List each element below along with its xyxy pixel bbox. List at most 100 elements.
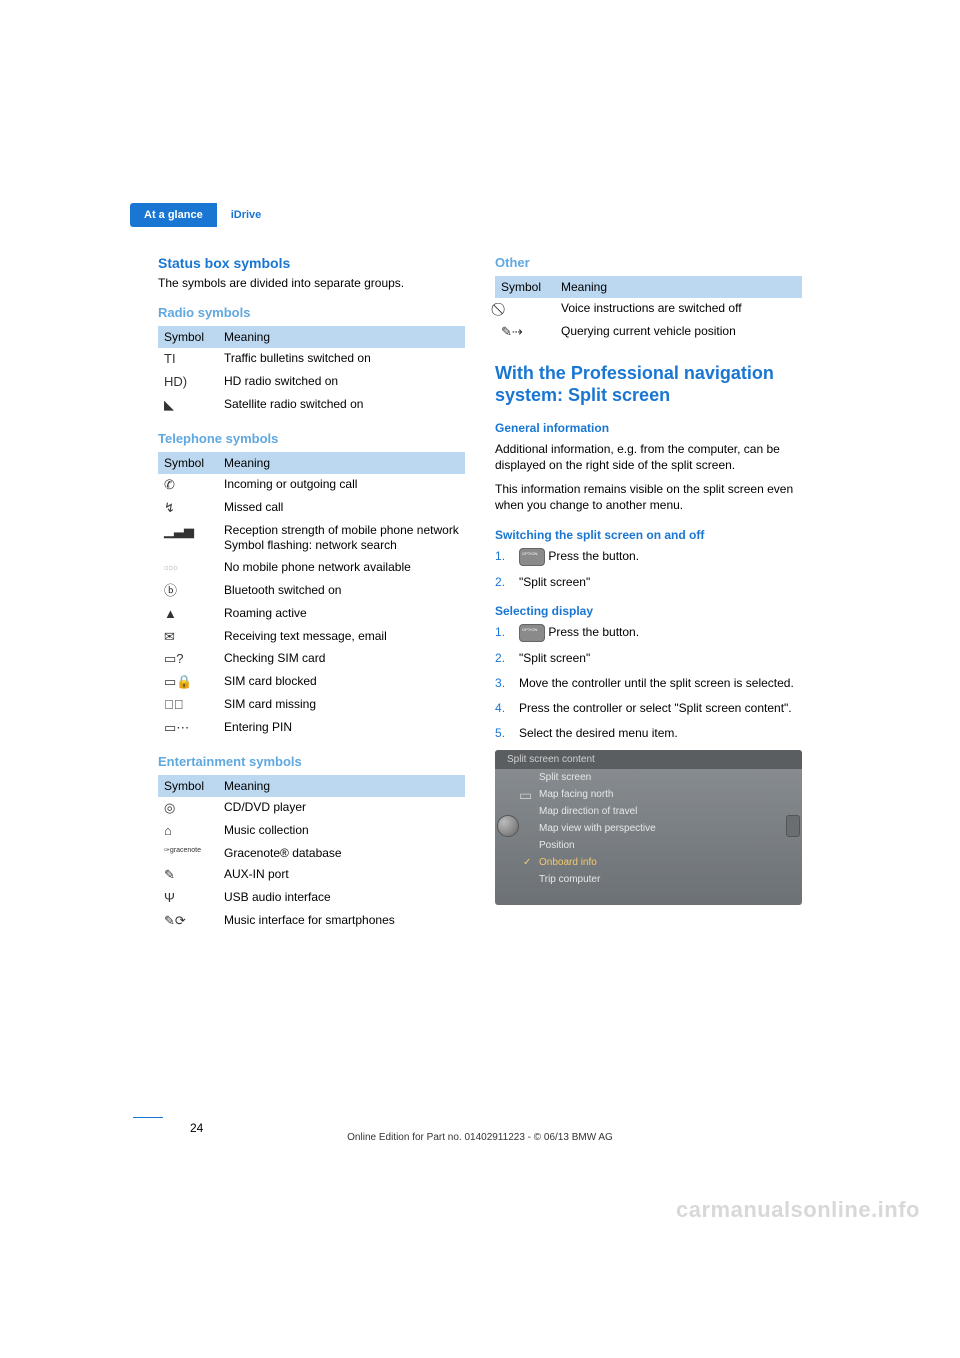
symbol-cell: ◣ [158, 394, 218, 417]
table-row: ✑gracenoteGracenote® database [158, 843, 465, 865]
meaning-cell: Checking SIM card [218, 648, 465, 671]
table-row: TITraffic bulletins switched on [158, 348, 465, 371]
general-info-p2: This information remains visible on the … [495, 481, 802, 513]
meaning-cell: SIM card blocked [218, 671, 465, 694]
screenshot-item: Map view with perspective [495, 820, 802, 837]
entertainment-heading: Entertainment symbols [158, 754, 465, 769]
watermark: carmanualsonline.info [676, 1197, 920, 1223]
selecting-steps: Press the button. "Split screen" Move th… [495, 624, 802, 741]
split-screen-title: With the Professional navigation system:… [495, 362, 802, 407]
table-row: ▁▃▅Reception strength of mobile phone ne… [158, 520, 465, 557]
general-info-p1: Additional information, e.g. from the co… [495, 441, 802, 473]
content: Status box symbols The symbols are divid… [158, 255, 802, 933]
option-button-icon [519, 548, 545, 566]
th-symbol: Symbol [495, 276, 555, 298]
table-row: HD)HD radio switched on [158, 371, 465, 394]
step-text: Press the controller or select "Split sc… [519, 701, 792, 715]
th-meaning: Meaning [218, 775, 465, 797]
meaning-cell: No mobile phone network available [218, 557, 465, 580]
step-item: "Split screen" [495, 574, 802, 591]
th-symbol: Symbol [158, 452, 218, 474]
table-row: ◎CD/DVD player [158, 797, 465, 820]
step-text: Press the button. [548, 626, 639, 640]
meaning-cell: Receiving text message, email [218, 626, 465, 649]
symbol-cell: HD) [158, 371, 218, 394]
th-meaning: Meaning [218, 326, 465, 348]
step-text: Move the controller until the split scre… [519, 676, 794, 690]
table-row: ▭🔒SIM card blocked [158, 671, 465, 694]
page-rule [133, 1117, 163, 1118]
symbol-cell: ✉ [158, 626, 218, 649]
split-screen-screenshot: Split screen content ▭Split screen Map f… [495, 750, 802, 905]
screenshot-item: Map direction of travel [495, 803, 802, 820]
symbol-cell: ▭⋯ [158, 717, 218, 740]
step-text: "Split screen" [519, 651, 590, 665]
meaning-cell: Roaming active [218, 603, 465, 626]
meaning-cell: AUX-IN port [218, 864, 465, 887]
table-row: ▭?Checking SIM card [158, 648, 465, 671]
step-item: Move the controller until the split scre… [495, 675, 802, 692]
check-icon: ✓ [523, 857, 531, 868]
symbol-cell: ▁▃▅ [158, 520, 218, 557]
symbol-cell: ▲ [158, 603, 218, 626]
table-row: ↯Missed call [158, 497, 465, 520]
step-item: Select the desired menu item. [495, 725, 802, 742]
screenshot-item: Map facing north [495, 786, 802, 803]
th-meaning: Meaning [218, 452, 465, 474]
screenshot-title: Split screen content [495, 750, 802, 769]
th-symbol: Symbol [158, 775, 218, 797]
table-row: ✆Incoming or outgoing call [158, 474, 465, 497]
meaning-cell: Querying current vehicle position [555, 321, 802, 344]
symbol-cell: ⌂ [158, 820, 218, 843]
table-row: ⌂Music collection [158, 820, 465, 843]
table-row: ◣Satellite radio switched on [158, 394, 465, 417]
left-column: Status box symbols The symbols are divid… [158, 255, 465, 933]
meaning-cell: HD radio switched on [218, 371, 465, 394]
step-item: "Split screen" [495, 650, 802, 667]
table-row: ▭⃠SIM card missing [158, 694, 465, 717]
table-row: ✉Receiving text message, email [158, 626, 465, 649]
symbol-cell: ▭🔒 [158, 671, 218, 694]
step-item: Press the button. [495, 548, 802, 566]
radio-heading: Radio symbols [158, 305, 465, 320]
screenshot-item: ▭Split screen [495, 769, 802, 786]
table-row: ✎AUX-IN port [158, 864, 465, 887]
telephone-heading: Telephone symbols [158, 431, 465, 446]
switching-steps: Press the button. "Split screen" [495, 548, 802, 591]
meaning-cell: Music collection [218, 820, 465, 843]
other-heading: Other [495, 255, 802, 270]
radio-table: SymbolMeaning TITraffic bulletins switch… [158, 326, 465, 417]
entertainment-table: SymbolMeaning ◎CD/DVD player ⌂Music coll… [158, 775, 465, 933]
meaning-cell: Gracenote® database [218, 843, 465, 865]
table-row: ΨUSB audio interface [158, 887, 465, 910]
option-button-icon [519, 624, 545, 642]
selecting-heading: Selecting display [495, 604, 802, 618]
meaning-cell: CD/DVD player [218, 797, 465, 820]
screenshot-item: Trip computer [495, 871, 802, 888]
symbol-cell: ▭⃠ [158, 694, 218, 717]
symbol-cell: TI [158, 348, 218, 371]
symbol-cell: ✎⟳ [158, 910, 218, 933]
tab-idrive: iDrive [217, 203, 276, 227]
table-row: ▲Roaming active [158, 603, 465, 626]
meaning-cell: Traffic bulletins switched on [218, 348, 465, 371]
step-item: Press the controller or select "Split sc… [495, 700, 802, 717]
status-box-heading: Status box symbols [158, 255, 465, 271]
meaning-cell: Incoming or outgoing call [218, 474, 465, 497]
footer-text: Online Edition for Part no. 01402911223 … [0, 1132, 960, 1143]
table-row: ⓑBluetooth switched on [158, 580, 465, 603]
symbol-cell: ⃠ [495, 298, 555, 321]
breadcrumb-tabs: At a glance iDrive [130, 203, 275, 227]
symbol-cell: ↯ [158, 497, 218, 520]
th-symbol: Symbol [158, 326, 218, 348]
meaning-cell: Reception strength of mobile phone netwo… [218, 520, 465, 557]
meaning-cell: Missed call [218, 497, 465, 520]
telephone-table: SymbolMeaning ✆Incoming or outgoing call… [158, 452, 465, 740]
page: At a glance iDrive Status box symbols Th… [0, 0, 960, 1358]
meaning-cell: USB audio interface [218, 887, 465, 910]
symbol-cell: ▫▫▫ [158, 557, 218, 580]
symbol-cell: ✑gracenote [158, 843, 218, 865]
table-row: ▭⋯Entering PIN [158, 717, 465, 740]
other-table: SymbolMeaning ⃠Voice instructions are sw… [495, 276, 802, 344]
status-box-intro: The symbols are divided into separate gr… [158, 275, 465, 291]
